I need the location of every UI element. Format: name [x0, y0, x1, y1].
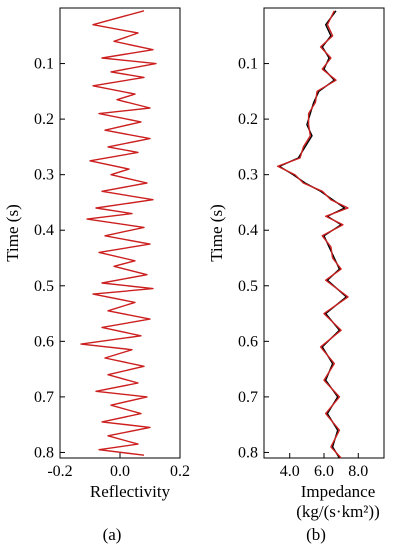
x-tick-label-a: 0.0 — [110, 463, 130, 480]
y-tick-label-a: 0.6 — [34, 333, 54, 350]
panel-label-a: (a) — [103, 525, 122, 544]
series-group-b — [277, 10, 349, 459]
xlabel-units-b: (kg/(s·km²)) — [296, 502, 379, 521]
x-tick-label-b: 8.0 — [348, 463, 368, 480]
x-ticks-b: 4.0 6.0 8.0 — [280, 453, 368, 480]
x-ticks-a: -0.2 0.0 0.2 — [47, 453, 190, 480]
x-tick-label-a: -0.2 — [47, 463, 72, 480]
y-tick-label-b: 0.8 — [238, 444, 258, 461]
panel-b: 0.1 0.2 0.3 0.4 0.5 0.6 0.7 0.8 4.0 6.0 8.0 Time … — [207, 7, 385, 544]
x-tick-label-b: 4.0 — [280, 463, 300, 480]
ylabel-a: Time (s) — [3, 204, 22, 261]
y-ticks-b: 0.1 0.2 0.3 0.4 0.5 0.6 0.7 0.8 — [238, 56, 269, 461]
panel-a: 0.1 0.2 0.3 0.4 0.5 0.6 0.7 0.8 -0.2 0.0 0.2 Time… — [3, 7, 190, 544]
panel-label-b: (b) — [306, 525, 326, 544]
y-tick-label-a: 0.2 — [34, 111, 54, 128]
y-tick-label-a: 0.3 — [34, 167, 54, 184]
x-tick-label-b: 6.0 — [314, 463, 334, 480]
xlabel-a: Reflectivity — [90, 482, 171, 501]
y-tick-label-b: 0.2 — [238, 111, 258, 128]
y-tick-label-b: 0.7 — [238, 389, 258, 406]
series-group-a — [80, 10, 157, 456]
y-tick-label-b: 0.6 — [238, 333, 258, 350]
y-tick-label-a: 0.5 — [34, 278, 54, 295]
y-tick-label-b: 0.5 — [238, 278, 258, 295]
y-ticks-a: 0.1 0.2 0.3 0.4 0.5 0.6 0.7 0.8 — [34, 56, 65, 461]
series-line-b-1 — [277, 10, 349, 459]
y-tick-label-b: 0.1 — [238, 56, 258, 73]
x-tick-label-a: 0.2 — [170, 463, 190, 480]
y-tick-label-a: 0.1 — [34, 56, 54, 73]
plot-frame-b — [263, 7, 385, 459]
ylabel-b: Time (s) — [207, 204, 226, 261]
xlabel-b: Impedance — [301, 482, 376, 501]
y-tick-label-a: 0.8 — [34, 444, 54, 461]
y-tick-label-b: 0.4 — [238, 222, 258, 239]
y-tick-label-b: 0.3 — [238, 167, 258, 184]
series-line-a-0 — [80, 10, 157, 456]
y-tick-label-a: 0.7 — [34, 389, 54, 406]
y-tick-label-a: 0.4 — [34, 222, 54, 239]
